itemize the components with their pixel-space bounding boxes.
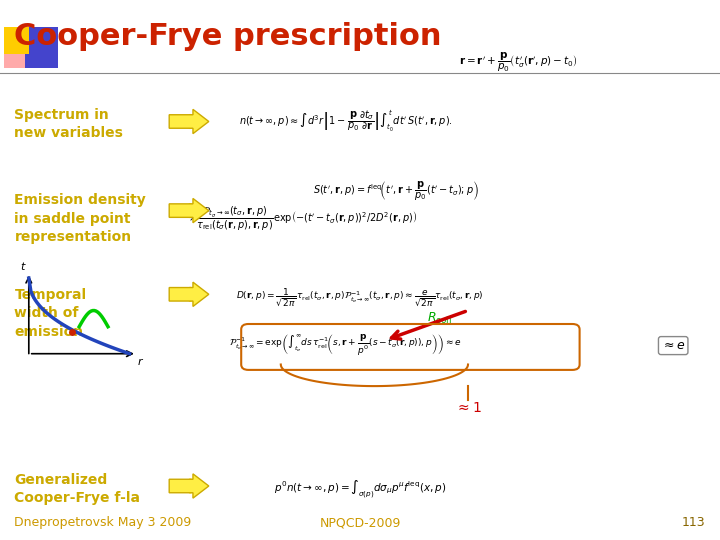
Text: Dnepropetrovsk May 3 2009: Dnepropetrovsk May 3 2009 [14,516,192,529]
Text: $t$: $t$ [20,260,27,272]
Text: $\mathcal{P}_{t_\sigma\to\infty}^{-1} = \exp\!\left(\int_{t_\sigma}^{\infty} ds\: $\mathcal{P}_{t_\sigma\to\infty}^{-1} = … [229,333,462,358]
FancyBboxPatch shape [25,27,58,68]
Text: $D(\mathbf{r},p) = \dfrac{1}{\sqrt{2\pi}}\tau_{\mathrm{rel}}(t_\sigma,\mathbf{r}: $D(\mathbf{r},p) = \dfrac{1}{\sqrt{2\pi}… [236,286,484,308]
Text: $S(t',\mathbf{r},p) = f^{\mathrm{leq}}\!\left(t',\mathbf{r}+\dfrac{\mathbf{p}}{p: $S(t',\mathbf{r},p) = f^{\mathrm{leq}}\!… [313,180,479,203]
Text: $R_{\mathrm{coll}}$: $R_{\mathrm{coll}}$ [427,311,451,326]
FancyArrow shape [169,109,209,133]
FancyBboxPatch shape [4,27,29,54]
FancyArrow shape [169,199,209,222]
Text: $n(t\to\infty,p) \approx \int d^3r\left|1 - \dfrac{\mathbf{p}}{p_0}\dfrac{\parti: $n(t\to\infty,p) \approx \int d^3r\left|… [238,109,453,134]
Text: $r$: $r$ [137,356,144,367]
Text: Temporal
width of
emission: Temporal width of emission [14,288,86,339]
Text: Cooper-Frye prescription: Cooper-Frye prescription [14,22,442,51]
FancyArrow shape [169,474,209,498]
Text: $\approx 1$: $\approx 1$ [454,401,482,415]
Text: NPQCD-2009: NPQCD-2009 [319,516,401,529]
FancyBboxPatch shape [4,27,36,68]
Text: $\mathbf{r} = \mathbf{r}' + \dfrac{\mathbf{p}}{p_0}\left(t_\sigma'(\mathbf{r}',p: $\mathbf{r} = \mathbf{r}' + \dfrac{\math… [459,50,577,74]
Text: Generalized
Cooper-Frye f-la: Generalized Cooper-Frye f-la [14,472,140,505]
Text: $\approx e$: $\approx e$ [661,339,685,352]
FancyArrow shape [169,282,209,306]
Text: Spectrum in
new variables: Spectrum in new variables [14,108,123,140]
Text: Emission density
in saddle point
representation: Emission density in saddle point represe… [14,193,146,244]
Text: $\times\dfrac{\mathcal{P}_{t_\sigma\to\infty}(t_\sigma,\mathbf{r},p)}{\tau_{\mat: $\times\dfrac{\mathcal{P}_{t_\sigma\to\i… [188,205,417,233]
Text: 113: 113 [682,516,706,529]
Text: $p^0 n(t\to\infty,p) = \int_{\sigma(p)} d\sigma_\mu p^\mu f^{\mathrm{leq}}(x,p)$: $p^0 n(t\to\infty,p) = \int_{\sigma(p)} … [274,478,446,500]
